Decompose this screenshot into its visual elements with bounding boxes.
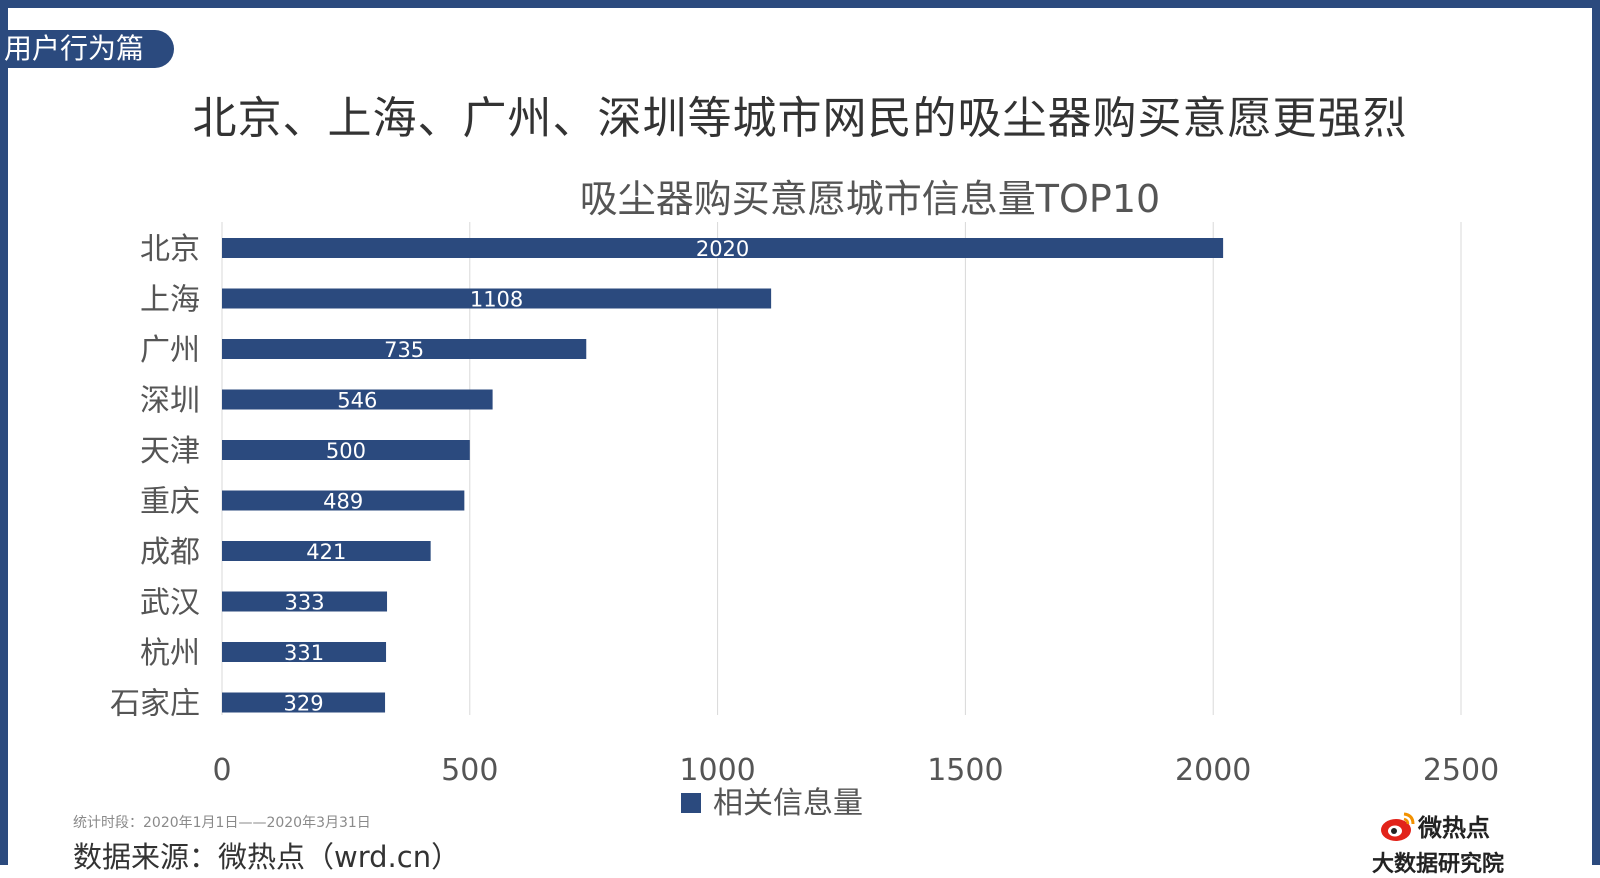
data-label: 1108 xyxy=(470,288,523,312)
category-label: 北京 xyxy=(140,232,200,267)
category-label: 杭州 xyxy=(140,636,200,671)
x-tick-label: 1000 xyxy=(679,753,755,788)
frame-top-border xyxy=(0,0,1600,8)
data-label: 500 xyxy=(326,439,366,463)
data-label: 333 xyxy=(284,591,324,615)
logo-text-top: 微热点 xyxy=(1418,814,1490,842)
frame-right-border xyxy=(1592,0,1600,865)
section-tag: 用户行为篇 xyxy=(0,30,174,68)
weibo-eye-icon xyxy=(1381,812,1415,841)
category-label: 深圳 xyxy=(140,384,200,419)
category-label: 上海 xyxy=(140,283,200,318)
bar xyxy=(222,288,772,309)
frame-left-border xyxy=(0,0,8,865)
data-label: 2020 xyxy=(696,237,749,261)
x-tick-label: 1500 xyxy=(927,753,1003,788)
category-label: 武汉 xyxy=(140,586,200,621)
bar xyxy=(222,440,470,460)
logo-text-bottom: 大数据研究院 xyxy=(1372,852,1505,877)
legend-label: 相关信息量 xyxy=(713,786,863,821)
bar xyxy=(222,591,388,612)
bar xyxy=(222,238,1224,258)
bar xyxy=(222,642,387,662)
data-label: 489 xyxy=(323,490,363,514)
category-label: 天津 xyxy=(140,434,200,469)
data-label: 546 xyxy=(337,389,377,413)
logo: 微热点 大数据研究院 xyxy=(1370,808,1530,877)
data-source: 数据来源：微热点（wrd.cn） xyxy=(73,840,461,874)
page-title: 北京、上海、广州、深圳等城市网民的吸尘器购买意愿更强烈 xyxy=(192,93,1408,144)
x-tick-label: 0 xyxy=(212,753,231,788)
bar xyxy=(222,389,493,410)
category-label: 广州 xyxy=(140,333,200,368)
chart-title: 吸尘器购买意愿城市信息量TOP10 xyxy=(580,177,1160,221)
bar xyxy=(222,692,386,713)
x-tick-label: 2000 xyxy=(1175,753,1251,788)
data-label: 329 xyxy=(283,692,323,716)
category-label: 成都 xyxy=(140,535,200,570)
data-label: 421 xyxy=(306,540,346,564)
category-label: 重庆 xyxy=(140,485,200,520)
bar xyxy=(222,490,465,511)
data-label: 735 xyxy=(384,338,424,362)
bar xyxy=(222,541,431,561)
category-label: 石家庄 xyxy=(110,687,200,722)
x-tick-label: 500 xyxy=(441,753,498,788)
data-label: 331 xyxy=(284,641,324,665)
x-tick-label: 2500 xyxy=(1423,753,1499,788)
statistics-period: 统计时段：2020年1月1日——2020年3月31日 xyxy=(73,815,371,831)
bar xyxy=(222,339,587,359)
legend-swatch xyxy=(681,793,701,813)
